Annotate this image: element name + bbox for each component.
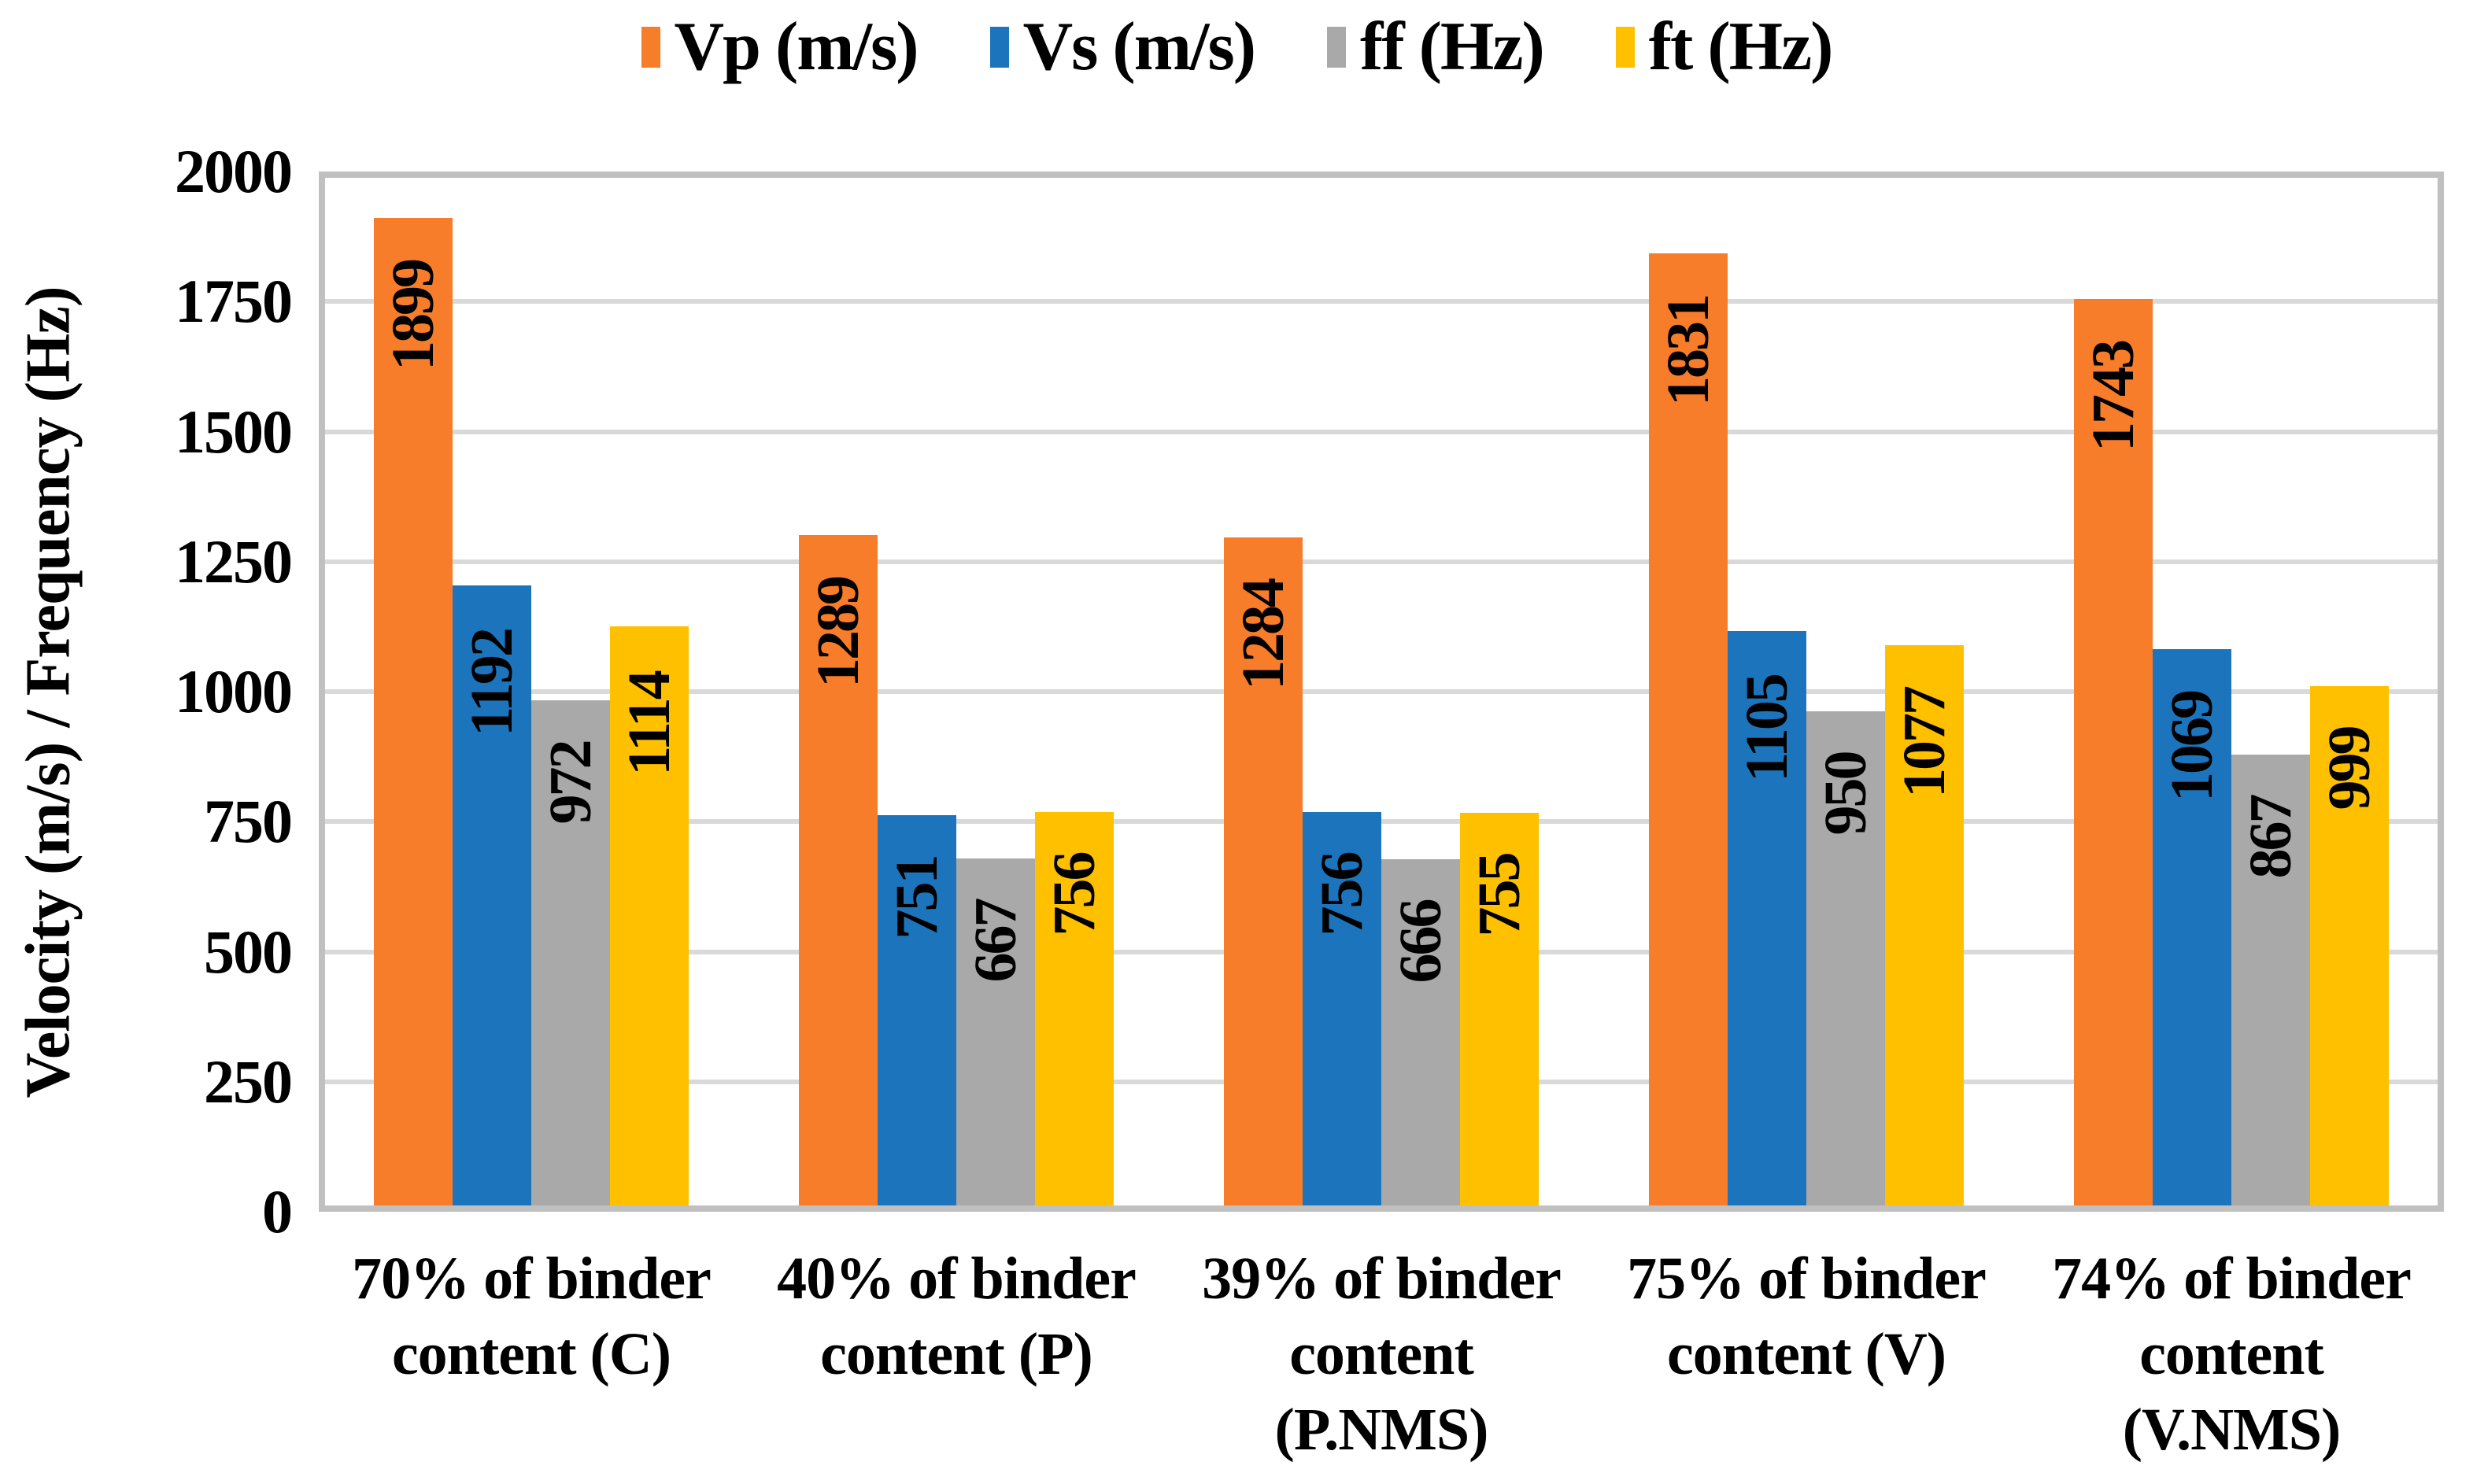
bar-value-label: 999 [2316, 727, 2382, 810]
y-tick-label: 500 [204, 917, 293, 986]
bar-value-label: 1831 [1655, 295, 1721, 406]
chart-legend: Vp (m/s) Vs (m/s) ff (Hz) ft (Hz) [0, 13, 2473, 82]
legend-swatch-icon [1327, 27, 1347, 68]
bar-ff-group5 [2231, 754, 2310, 1205]
plot-area: 1899 1289 1284 1831 1743 1192 751 756 1105 1069 97… [319, 172, 2444, 1212]
bar-vs-group3 [1303, 812, 1381, 1205]
bar-vp-group3 [1224, 537, 1303, 1205]
bar-ff-group2 [956, 858, 1035, 1205]
legend-label: Vp (m/s) [674, 9, 919, 85]
y-tick-label: 1250 [175, 526, 293, 596]
bar-value-label: 972 [538, 741, 604, 824]
x-axis-category-label: 39% of binder content (P.NMS) [1202, 1246, 1562, 1463]
bar-ff-group4 [1806, 711, 1885, 1205]
bar-value-label: 1114 [616, 671, 682, 776]
bar-ft-group1 [610, 626, 689, 1205]
bar-value-label: 867 [2238, 796, 2304, 879]
bar-value-label: 1289 [805, 577, 871, 688]
bar-value-label: 1069 [2159, 692, 2225, 803]
bar-vs-group5 [2153, 649, 2231, 1205]
bar-value-label: 1192 [459, 629, 525, 736]
legend-swatch-icon [641, 27, 660, 68]
bar-value-label: 1077 [1891, 688, 1957, 799]
y-tick-label: 0 [262, 1177, 293, 1246]
gridline [325, 429, 2438, 434]
bar-vs-group4 [1728, 630, 1806, 1205]
legend-item-3: ff (Hz) [1327, 9, 1545, 85]
bar-vs-group2 [878, 814, 956, 1205]
y-tick-label: 1500 [175, 397, 293, 466]
legend-swatch-icon [1615, 27, 1635, 68]
bar-vp-group4 [1649, 253, 1728, 1205]
bar-ft-group3 [1460, 812, 1539, 1205]
bar-ff-group3 [1381, 858, 1460, 1205]
legend-item-1: Vp (m/s) [641, 9, 919, 85]
legend-label: ff (Hz) [1360, 9, 1545, 85]
gridline [325, 819, 2438, 825]
bar-value-label: 666 [1388, 900, 1454, 984]
x-axis-category-label: 74% of binder content (V.NMS) [2052, 1246, 2412, 1463]
y-axis-title: Velocity (m/s) / Frequency (Hz) [13, 286, 83, 1098]
legend-item-2: Vs (m/s) [989, 9, 1256, 85]
bar-value-label: 756 [1309, 853, 1375, 936]
bar-value-label: 1105 [1734, 674, 1800, 782]
bar-vp-group2 [799, 534, 878, 1205]
legend-item-4: ft (Hz) [1615, 9, 1834, 85]
bar-ft-group2 [1035, 812, 1114, 1205]
legend-swatch-icon [989, 27, 1009, 68]
bar-value-label: 755 [1466, 854, 1532, 937]
gridline [325, 299, 2438, 305]
bar-value-label: 1284 [1230, 580, 1296, 691]
bar-ft-group4 [1885, 645, 1964, 1205]
bar-value-label: 1899 [380, 260, 446, 371]
y-tick-label: 1750 [175, 267, 293, 336]
legend-label: ft (Hz) [1648, 9, 1834, 85]
x-axis-category-label: 75% of binder content (V) [1627, 1246, 1987, 1387]
bar-value-label: 667 [963, 899, 1029, 983]
bar-value-label: 950 [1813, 752, 1879, 836]
y-tick-label: 250 [204, 1047, 293, 1116]
bar-ft-group5 [2310, 685, 2389, 1205]
gridline [325, 689, 2438, 694]
x-axis-category-label: 70% of binder content (C) [352, 1246, 712, 1387]
y-tick-label: 750 [204, 787, 293, 856]
bar-value-label: 751 [884, 856, 950, 939]
gridline [325, 559, 2438, 564]
bar-value-label: 756 [1041, 853, 1107, 936]
bar-value-label: 1743 [2080, 341, 2146, 452]
legend-label: Vs (m/s) [1022, 9, 1256, 85]
bar-vp-group1 [374, 217, 453, 1205]
y-tick-label: 1000 [175, 657, 293, 725]
bar-ff-group1 [531, 700, 610, 1205]
bar-vp-group5 [2074, 298, 2153, 1205]
bar-vs-group1 [453, 585, 531, 1205]
x-axis-category-label: 40% of binder content (P) [777, 1246, 1137, 1387]
y-tick-label: 2000 [175, 137, 293, 205]
